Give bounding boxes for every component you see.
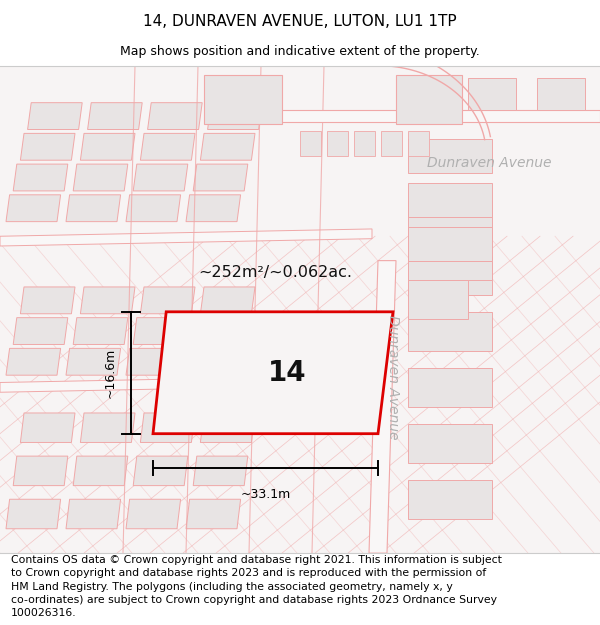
Polygon shape bbox=[148, 102, 202, 129]
Polygon shape bbox=[126, 499, 181, 529]
Polygon shape bbox=[408, 480, 492, 519]
Bar bbox=[204, 76, 282, 124]
Polygon shape bbox=[200, 413, 255, 442]
Polygon shape bbox=[327, 131, 348, 156]
Bar bbox=[396, 76, 462, 124]
Polygon shape bbox=[408, 424, 492, 463]
Text: Dunraven Avenue: Dunraven Avenue bbox=[427, 156, 551, 170]
Polygon shape bbox=[66, 195, 121, 222]
Polygon shape bbox=[20, 287, 75, 314]
Text: Map shows position and indicative extent of the property.: Map shows position and indicative extent… bbox=[120, 44, 480, 58]
Polygon shape bbox=[408, 131, 429, 156]
Polygon shape bbox=[408, 368, 492, 407]
Polygon shape bbox=[28, 102, 82, 129]
Polygon shape bbox=[200, 133, 255, 160]
Polygon shape bbox=[408, 226, 492, 261]
Text: ~252m²/~0.062ac.: ~252m²/~0.062ac. bbox=[198, 265, 352, 280]
Polygon shape bbox=[408, 261, 492, 280]
Polygon shape bbox=[208, 102, 262, 129]
Polygon shape bbox=[6, 348, 61, 375]
Polygon shape bbox=[13, 164, 68, 191]
Polygon shape bbox=[468, 78, 516, 109]
Polygon shape bbox=[193, 318, 248, 344]
Text: Contains OS data © Crown copyright and database right 2021. This information is : Contains OS data © Crown copyright and d… bbox=[11, 555, 502, 618]
Polygon shape bbox=[354, 131, 375, 156]
Polygon shape bbox=[300, 131, 321, 156]
Polygon shape bbox=[20, 413, 75, 442]
Polygon shape bbox=[133, 456, 188, 486]
Polygon shape bbox=[0, 375, 372, 392]
Polygon shape bbox=[126, 348, 181, 375]
Polygon shape bbox=[20, 133, 75, 160]
Polygon shape bbox=[140, 287, 195, 314]
Polygon shape bbox=[193, 164, 248, 191]
Polygon shape bbox=[408, 256, 492, 295]
Polygon shape bbox=[66, 348, 121, 375]
Polygon shape bbox=[193, 456, 248, 486]
Polygon shape bbox=[537, 78, 585, 109]
Polygon shape bbox=[126, 195, 181, 222]
Text: ~16.6m: ~16.6m bbox=[103, 348, 116, 398]
Polygon shape bbox=[13, 456, 68, 486]
Polygon shape bbox=[186, 348, 241, 375]
Polygon shape bbox=[153, 312, 393, 434]
Polygon shape bbox=[88, 102, 142, 129]
Polygon shape bbox=[80, 133, 135, 160]
Polygon shape bbox=[200, 287, 255, 314]
Polygon shape bbox=[186, 499, 241, 529]
Text: 14: 14 bbox=[268, 359, 307, 387]
Polygon shape bbox=[66, 499, 121, 529]
Polygon shape bbox=[408, 182, 492, 217]
Polygon shape bbox=[73, 164, 128, 191]
Polygon shape bbox=[73, 318, 128, 344]
Polygon shape bbox=[133, 318, 188, 344]
Polygon shape bbox=[133, 164, 188, 191]
Text: 14, DUNRAVEN AVENUE, LUTON, LU1 1TP: 14, DUNRAVEN AVENUE, LUTON, LU1 1TP bbox=[143, 14, 457, 29]
Polygon shape bbox=[186, 195, 241, 222]
Polygon shape bbox=[0, 229, 372, 246]
Text: ~33.1m: ~33.1m bbox=[241, 488, 290, 501]
Polygon shape bbox=[140, 413, 195, 442]
Polygon shape bbox=[408, 200, 492, 239]
Polygon shape bbox=[240, 109, 600, 122]
Polygon shape bbox=[408, 280, 468, 319]
Text: Dunraven Avenue: Dunraven Avenue bbox=[386, 316, 400, 440]
Polygon shape bbox=[408, 312, 492, 351]
Polygon shape bbox=[399, 78, 447, 109]
Polygon shape bbox=[73, 456, 128, 486]
Polygon shape bbox=[369, 261, 396, 553]
Polygon shape bbox=[80, 413, 135, 442]
Polygon shape bbox=[408, 139, 492, 173]
Polygon shape bbox=[6, 195, 61, 222]
Polygon shape bbox=[13, 318, 68, 344]
Polygon shape bbox=[80, 287, 135, 314]
Polygon shape bbox=[6, 499, 61, 529]
Polygon shape bbox=[140, 133, 195, 160]
Polygon shape bbox=[381, 131, 402, 156]
